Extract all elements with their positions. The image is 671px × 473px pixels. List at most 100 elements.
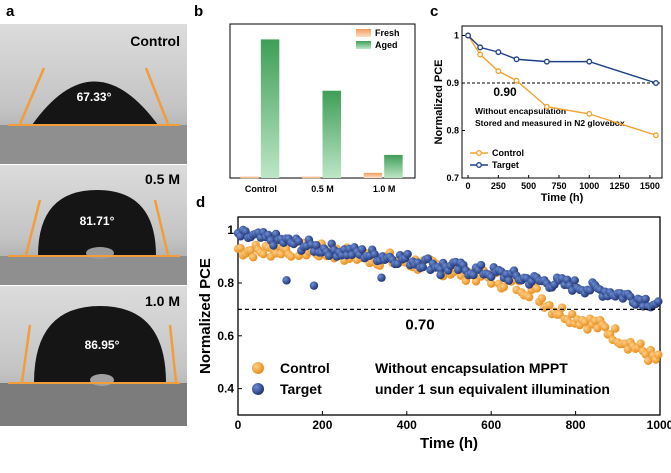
bar-aged-0 — [260, 39, 280, 179]
annotation-line-1: under 1 sun equivalent illumination — [375, 381, 610, 397]
data-point-control — [477, 51, 484, 58]
data-point-target — [513, 56, 520, 63]
drop-label-1-0m: 1.0 M — [145, 293, 180, 309]
legend-label-target: Target — [280, 381, 322, 397]
data-point-target — [269, 241, 278, 250]
data-point-control — [236, 243, 245, 253]
data-point-control — [545, 300, 554, 310]
legend-swatch-fresh — [356, 29, 371, 37]
data-point-target — [654, 297, 663, 306]
legend-label-fresh: Fresh — [375, 28, 400, 38]
y-axis-label: Normalized PCE — [197, 258, 214, 374]
legend-label-aged: Aged — [375, 40, 398, 50]
data-point-control — [248, 253, 258, 262]
legend-label-control: Control — [492, 148, 524, 158]
plot-frame — [461, 25, 663, 179]
data-point-control — [537, 294, 547, 303]
reference-line-label: 0.70 — [405, 316, 434, 333]
data-point-control — [524, 292, 534, 302]
contact-angle-photo-control: Control 67.33° — [0, 24, 187, 164]
data-point-control — [652, 132, 659, 139]
plot-frame — [237, 216, 661, 416]
x-tick-label: 500 — [521, 181, 536, 191]
data-point-control — [543, 103, 550, 110]
x-tick-label: 1000 — [579, 181, 599, 191]
drop-label-0-5m: 0.5 M — [145, 171, 180, 187]
x-tick-label: 1500 — [640, 181, 660, 191]
series-control — [233, 238, 663, 366]
bar-fresh-0 — [240, 176, 259, 179]
x-tick-label: 750 — [551, 181, 566, 191]
bar-fresh-2 — [363, 172, 383, 178]
data-point-target — [357, 245, 367, 254]
contact-angle-panel: Control 67.33° 0.5 M 81.71° 1.0 M 86.95° — [0, 24, 187, 426]
drop-label-control: Control — [130, 33, 180, 49]
panel-letter-b: b — [194, 3, 203, 20]
data-point-control — [513, 77, 520, 84]
legend-label-control: Control — [280, 360, 330, 376]
data-point-target — [312, 241, 321, 250]
x-axis-label: Time (h) — [420, 435, 478, 452]
data-point-target — [370, 250, 379, 259]
legend-marker-control — [476, 150, 482, 156]
x-tick-label: 0 — [235, 418, 242, 432]
data-point-control — [246, 245, 255, 255]
data-point-control — [611, 324, 620, 333]
x-tick-label: 0.5 M — [311, 184, 334, 194]
x-tick-label: 1000 — [647, 418, 671, 432]
bar-aged-2 — [384, 154, 403, 178]
data-point-target — [241, 227, 250, 236]
bar-fresh-1 — [302, 176, 321, 179]
x-tick-label: 1.0 M — [373, 184, 396, 194]
x-tick-label: 250 — [491, 181, 506, 191]
data-point-target — [504, 276, 514, 285]
series-target — [233, 225, 663, 312]
y-axis-label: Normalized PCE — [433, 60, 445, 145]
y-tick-label: 1 — [227, 223, 234, 237]
y-tick-label: 1 — [454, 31, 459, 41]
chart-d-normalized-pce-mppt: 0 200 400 600 800 1000 0.4 0.6 0.8 1 Time (h) Norma… — [197, 216, 671, 452]
data-point-target — [282, 276, 291, 285]
data-point-control — [600, 323, 610, 332]
y-tick-label: 0.4 — [217, 382, 234, 396]
x-tick-label: 800 — [566, 418, 586, 432]
legend-marker-target — [476, 162, 482, 168]
panel-letter-d: d — [196, 194, 205, 211]
panel-letter-c: c — [430, 3, 438, 20]
data-point-target — [586, 58, 593, 65]
chart-c-normalized-pce-storage: 0 250 500 750 1000 1250 1500 0.7 0.8 0.9 1 Time (h)… — [433, 25, 663, 204]
data-point-control — [487, 279, 496, 288]
data-point-target — [585, 286, 595, 295]
annotation-line-0: Without encapsulation MPPT — [375, 360, 568, 376]
panel-letter-a: a — [6, 3, 15, 20]
data-point-target — [418, 262, 428, 272]
legend-swatch-aged — [356, 41, 371, 49]
data-point-target — [294, 237, 303, 246]
data-point-control — [499, 282, 509, 292]
data-point-control — [286, 252, 296, 261]
data-point-control — [643, 356, 653, 366]
y-tick-label: 0.7 — [446, 173, 459, 183]
data-point-control — [586, 110, 593, 117]
data-point-target — [543, 58, 550, 65]
drop-angle-0-5m: 81.71° — [80, 214, 115, 228]
x-tick-label: 200 — [312, 418, 332, 432]
y-tick-label: 0.6 — [217, 329, 234, 343]
data-point-control — [654, 350, 663, 359]
x-tick-label: 1250 — [610, 181, 630, 191]
data-point-target — [324, 251, 334, 261]
x-tick-label: 600 — [481, 418, 501, 432]
y-tick-label: 0.8 — [217, 276, 234, 290]
data-point-target — [309, 281, 319, 290]
data-point-control — [532, 284, 541, 293]
annotation-line-0: Without encapsulation — [475, 106, 566, 116]
data-point-target — [495, 49, 502, 56]
data-point-target — [465, 32, 472, 39]
data-point-control — [259, 250, 268, 259]
y-tick-label: 0.8 — [446, 126, 459, 136]
legend-label-target: Target — [492, 160, 519, 170]
drop-angle-control: 67.33° — [77, 90, 112, 104]
x-tick-label: Control — [245, 184, 277, 194]
y-tick-label: 0.9 — [446, 78, 459, 88]
